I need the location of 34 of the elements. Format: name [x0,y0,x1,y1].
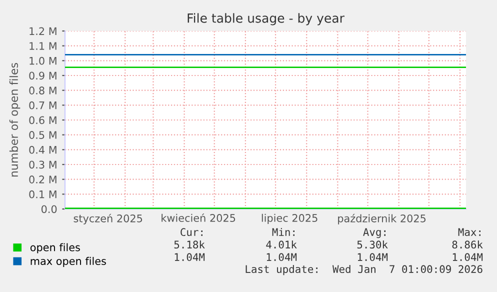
y-tick-label: 0.6 M [29,116,56,124]
text: Max: [458,228,480,236]
text: 1.04M [266,253,297,262]
text: Min: [272,228,294,236]
legend-label: max open files [30,256,106,268]
x-tick-label: styczeń 2025 [74,214,142,224]
y-tick-label: 0.9 M [29,72,56,80]
text: 8.86k [452,240,483,249]
legend-label: open files [30,243,80,254]
x-tick-label: kwiecień 2025 [162,213,236,222]
text: Avg: [363,228,386,238]
y-tick-label: 0.1 M [29,190,56,198]
text: Cur: [180,228,202,236]
text: 5.30k [357,240,388,249]
y-axis-title: number of open files [9,62,20,177]
text: 1.04M [358,253,388,262]
text: 5.18k [174,240,205,249]
y-tick-label: 1.2 M [30,27,56,35]
text: 1.04M [174,253,205,262]
y-tick-label: 0.8 M [29,86,56,94]
y-tick-label: 1.1 M [30,42,56,50]
y-tick-label: 0.4 M [29,146,56,154]
y-tick-label: 0.0 [41,205,57,214]
y-tick-label: 0.5 M [29,131,56,139]
y-tick-label: 0.3 M [29,160,56,169]
text: 4.01k [266,240,297,249]
chart-title: File table usage - by year [188,13,344,26]
y-tick-label: 0.7 M [29,101,56,110]
x-tick-label: lipiec 2025 [262,214,318,224]
text: Last update: Wed Jan 7 01:00:09 2026 [246,264,482,276]
y-tick-label: 0.2 M [29,176,56,184]
text: 1.04M [452,253,483,262]
x-tick-label: październik 2025 [338,214,426,224]
y-tick-label: 1.0 M [30,56,56,65]
